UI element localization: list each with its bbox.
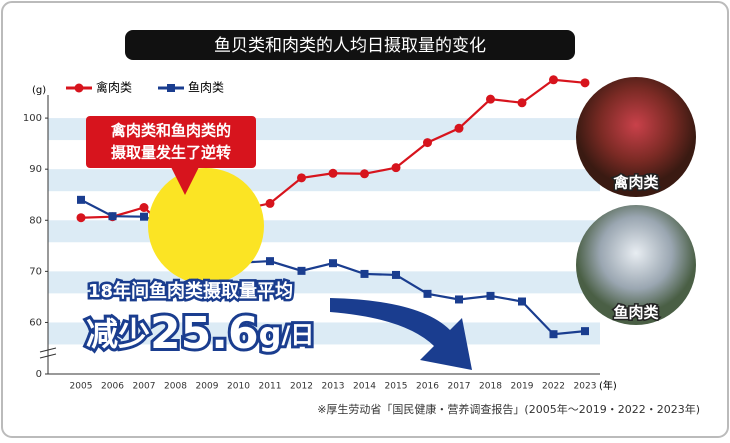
point (391, 163, 401, 173)
x-tick-label: 2019 (511, 382, 534, 392)
point (423, 289, 432, 298)
point (77, 195, 85, 204)
x-tick-label: 2006 (101, 382, 124, 392)
x-tick-label: 2017 (448, 382, 471, 392)
summary-main: 减少25.6g/日 (86, 308, 314, 359)
point (139, 203, 149, 212)
x-tick-label: 2012 (290, 382, 313, 392)
x-tick-label: 2011 (259, 382, 282, 392)
summary-part: 25.6 (150, 308, 259, 359)
callout-tail (170, 165, 200, 195)
legend-label: 禽肉类 (96, 80, 132, 95)
legend-marker (167, 84, 175, 92)
point (76, 213, 86, 223)
x-unit: (年) (599, 379, 617, 392)
highlight-circle (148, 168, 264, 284)
axis-break (39, 347, 57, 359)
x-tick-label: 2022 (542, 382, 565, 392)
x-tick-label: 2005 (70, 382, 93, 392)
point (423, 138, 432, 148)
point (454, 123, 464, 133)
point (517, 98, 527, 108)
callout-box (86, 116, 256, 168)
y-tick-label: 0 (36, 369, 42, 380)
point (549, 330, 558, 339)
point (329, 259, 337, 268)
source: ※厚生劳动省「国民健康・营养调查报告」(2005年～2019・2022・2023… (317, 402, 700, 416)
summary-part: g (259, 315, 282, 353)
point (486, 94, 495, 104)
x-tick-label: 2015 (385, 382, 408, 392)
meat-photo (576, 77, 696, 197)
trend-arrow (330, 298, 472, 370)
summary-part: 减少 (86, 315, 150, 353)
point (486, 291, 495, 300)
point (297, 266, 306, 275)
point (297, 173, 306, 183)
x-tick-label: 2009 (196, 382, 219, 392)
callout-text: 禽肉类和鱼肉类的 (110, 122, 231, 140)
callout-text: 摄取量发生了逆转 (111, 144, 231, 162)
x-tick-label: 2018 (479, 382, 502, 392)
y-unit: (g) (32, 85, 46, 96)
point (265, 198, 275, 208)
point (140, 212, 148, 221)
point (392, 270, 400, 279)
photo-label: 鱼肉类 (613, 304, 659, 322)
summary-line: 18年间鱼肉类摄取量平均 (88, 280, 293, 302)
point (360, 169, 369, 179)
x-tick-label: 2013 (322, 382, 345, 392)
band (48, 220, 600, 243)
point (549, 75, 558, 85)
point (266, 257, 274, 266)
y-tick-label: 60 (29, 317, 42, 328)
x-tick-label: 2007 (133, 382, 156, 392)
point (581, 327, 589, 336)
x-tick-label: 2010 (227, 382, 250, 392)
point (108, 212, 117, 221)
y-tick-label: 80 (29, 215, 42, 226)
x-tick-label: 2016 (416, 382, 439, 392)
summary-part: /日 (281, 321, 314, 349)
x-tick-label: 2014 (353, 382, 376, 392)
legend-label: 鱼肉类 (188, 81, 224, 95)
point (455, 295, 463, 304)
chart-title: 鱼贝类和肉类的人均日摄取量的变化 (214, 36, 486, 56)
point (328, 168, 338, 178)
y-tick-label: 70 (29, 266, 42, 277)
y-tick-label: 100 (23, 113, 42, 124)
fish-photo (576, 205, 696, 325)
point (360, 269, 369, 278)
legend-marker (74, 83, 84, 93)
point (580, 78, 590, 88)
x-tick-label: 2023 (574, 382, 597, 392)
x-tick-label: 2008 (164, 382, 187, 392)
title-banner (125, 30, 575, 60)
y-tick-label: 90 (29, 164, 42, 175)
point (518, 297, 526, 306)
photo-label: 禽肉类 (612, 174, 659, 192)
band (48, 169, 600, 192)
